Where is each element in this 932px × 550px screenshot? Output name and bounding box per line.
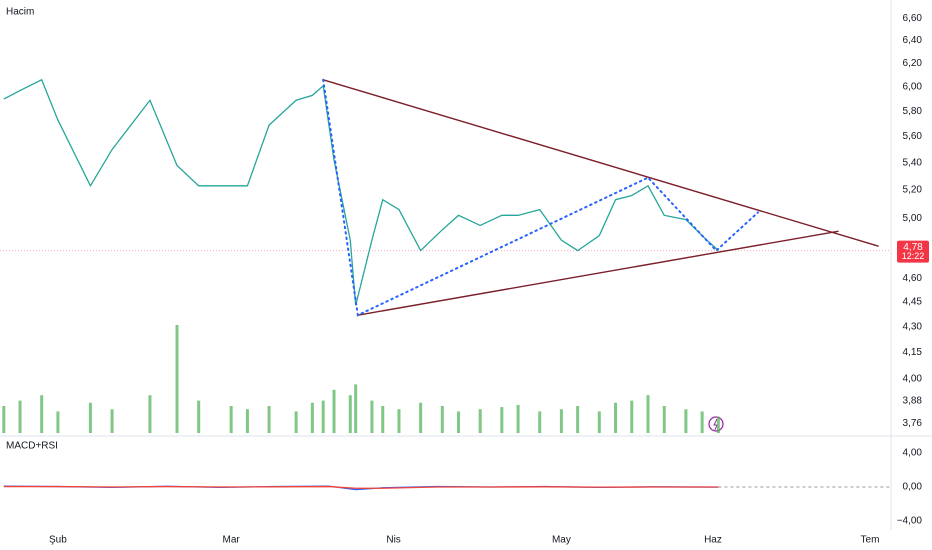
volume-bar [538,411,542,433]
volume-bar [229,406,233,433]
volume-bar [576,406,580,433]
x-tick-label: May [552,535,571,546]
x-tick-label: Nis [386,535,400,546]
x-tick-label: Tem [861,535,880,546]
volume-bar [310,402,314,433]
x-tick-label: Mar [223,535,241,546]
y-tick-label: 4,60 [903,273,923,284]
y-tick-label: 6,60 [903,13,923,24]
trendline [357,230,839,316]
volume-bar [321,400,325,433]
volume-bar [2,406,6,433]
y-tick-label: 5,00 [903,213,923,224]
y-tick-label: 5,40 [903,157,923,168]
volume-bar [516,404,520,433]
volume-bar [646,395,650,433]
countdown-label: 12:22 [902,251,925,261]
volume-bar [175,325,179,433]
volume-bar [267,406,271,433]
trendline [322,79,879,247]
y-tick-label: 5,20 [903,185,923,196]
volume-bar [348,395,352,433]
last-price-label: 4,78 [903,242,923,253]
y-tick-label: 3,76 [903,418,923,429]
volume-bar [419,402,423,433]
volume-bar [245,409,249,433]
volume-bar [614,402,618,433]
y-tick-label: 6,20 [903,58,923,69]
y-tick-label: 4,15 [903,347,923,358]
volume-bar [381,406,385,433]
volume-bar [457,411,461,433]
alert-bolt [713,418,718,431]
volume-bar [148,395,152,433]
volume-bar [700,411,704,433]
y-tick-label: 4,30 [903,321,923,332]
y-tick-label: 5,80 [903,106,923,117]
price-line [3,78,719,306]
volume-bar [397,409,401,433]
trendline [322,78,759,317]
volume-bar [18,400,22,433]
alert-icon[interactable] [708,416,724,432]
volume-bar [40,395,44,433]
volume-bar [500,407,504,433]
volume-bar [110,409,114,433]
volume-bar [332,389,336,433]
volume-bar [684,409,688,433]
y-tick-label: 3,88 [903,395,923,406]
pane-label: Hacim [6,7,34,18]
volume-bar [56,411,60,433]
volume-bar [716,416,720,433]
y-tick-label: 4,45 [903,297,923,308]
volume-bar [662,406,666,433]
volume-bar [370,400,374,433]
y-tick-label: −4,00 [897,516,923,527]
y-tick-label: 0,00 [903,482,923,493]
y-tick-label: 4,00 [903,448,923,459]
volume-bar [630,400,634,433]
y-tick-label: 4,00 [903,374,923,385]
y-tick-label: 5,60 [903,131,923,142]
y-tick-label: 6,00 [903,82,923,93]
volume-bar [597,411,601,433]
volume-bar [88,402,92,433]
price-line [3,485,719,489]
last-price-box [897,240,929,263]
volume-bar [294,411,298,433]
y-tick-label: 6,40 [903,35,923,46]
volume-bar [354,384,358,433]
volume-bar [440,406,444,433]
volume-bar [197,400,201,433]
volume-bar [478,409,482,433]
volume-bar [559,409,563,433]
x-tick-label: Şub [49,535,67,546]
pane-label: MACD+RSI [6,441,58,452]
x-tick-label: Haz [704,535,722,546]
